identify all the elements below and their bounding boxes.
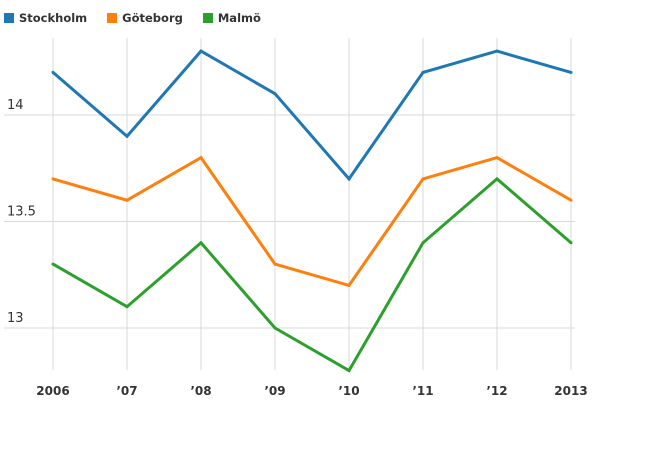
- series-line-malmö: [52, 176, 572, 373]
- data-point: [199, 49, 203, 53]
- legend-swatch: [107, 13, 118, 23]
- data-point: [199, 156, 203, 160]
- data-point: [421, 241, 425, 245]
- x-tick-label: ’09: [264, 384, 285, 398]
- data-point: [569, 198, 573, 202]
- data-point: [347, 369, 351, 373]
- x-tick-label: 2013: [554, 384, 587, 398]
- y-tick-label: 14: [7, 98, 24, 113]
- y-tick-label: 13.5: [7, 205, 36, 220]
- data-point: [347, 177, 351, 181]
- legend: Stockholm Göteborg Malmö: [4, 11, 281, 25]
- data-point: [51, 177, 55, 181]
- legend-item-malmo[interactable]: Malmö: [202, 11, 261, 25]
- data-point: [421, 70, 425, 74]
- data-point: [51, 262, 55, 266]
- data-point: [569, 241, 573, 245]
- legend-swatch: [4, 13, 14, 23]
- x-tick-label: ’08: [190, 384, 211, 398]
- x-tick-label: ’11: [412, 384, 433, 398]
- legend-swatch: [202, 13, 213, 23]
- x-tick-label: 2006: [36, 384, 69, 398]
- data-point: [495, 156, 499, 160]
- data-point: [125, 198, 129, 202]
- legend-label: Göteborg: [122, 11, 183, 25]
- data-point: [495, 177, 499, 181]
- legend-item-stockholm[interactable]: Stockholm: [4, 11, 87, 25]
- series-line-stockholm: [52, 49, 572, 182]
- data-point: [51, 70, 55, 74]
- data-point: [273, 262, 277, 266]
- data-point: [273, 326, 277, 330]
- series-line-göteborg: [52, 155, 572, 288]
- data-point: [273, 92, 277, 96]
- x-tick-label: ’12: [486, 384, 507, 398]
- data-point: [569, 70, 573, 74]
- y-tick-label: 13: [7, 311, 24, 326]
- data-point: [199, 241, 203, 245]
- x-tick-label: ’10: [338, 384, 359, 398]
- legend-label: Stockholm: [19, 11, 88, 25]
- data-point: [495, 49, 499, 53]
- data-point: [421, 177, 425, 181]
- data-point: [347, 283, 351, 287]
- legend-item-goteborg[interactable]: Göteborg: [107, 11, 183, 25]
- legend-label: Malmö: [217, 11, 261, 25]
- data-point: [125, 134, 129, 138]
- x-tick-label: ’07: [116, 384, 137, 398]
- data-point: [125, 305, 129, 309]
